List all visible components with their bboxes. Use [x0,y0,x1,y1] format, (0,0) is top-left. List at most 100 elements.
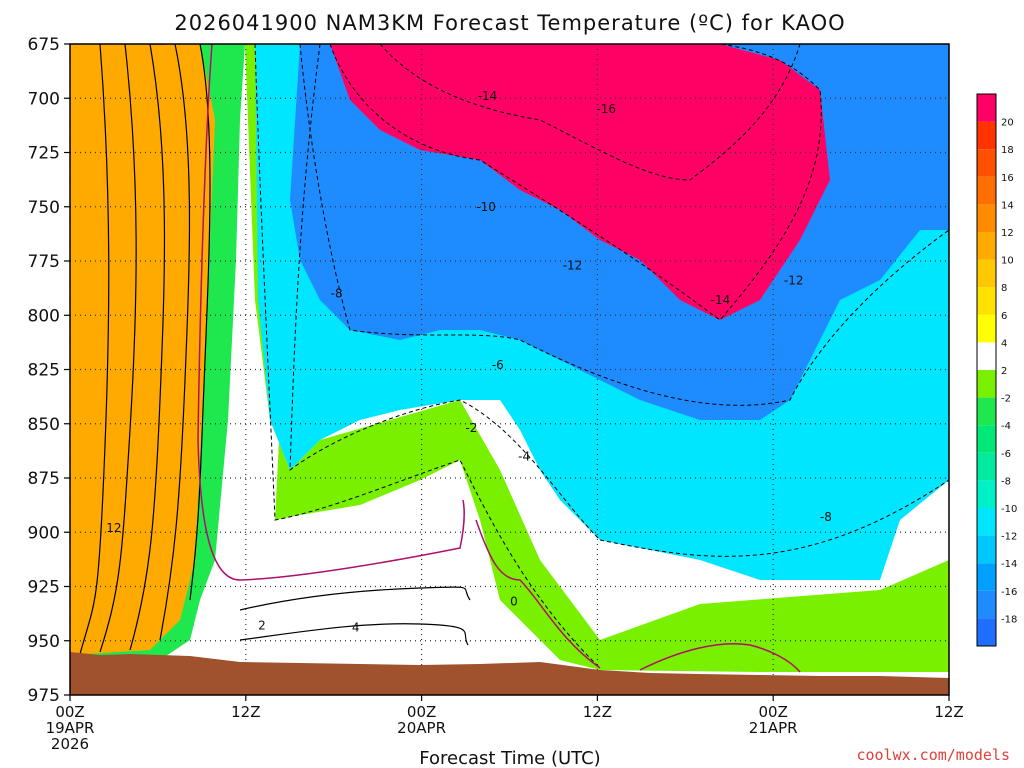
colorbar-swatch [977,397,996,426]
colorbar-label: -10 [1001,504,1017,515]
contour-label: -2 [465,421,477,435]
colorbar-label: -6 [1001,449,1011,460]
x-tick-label: 00Z [759,703,788,721]
colorbar-label: -12 [1001,532,1017,543]
contour-line-negative [379,44,801,181]
x-tick-label: 20APR [397,719,446,737]
colorbar-label: -8 [1001,476,1011,487]
contour-label: 12 [106,521,121,535]
colorbar-label: 2 [1001,366,1007,377]
contour-label: -14 [478,89,498,103]
x-tick-label: 12Z [231,703,260,721]
y-tick-label: 950 [28,632,60,652]
contour-label: -12 [563,258,583,272]
contour-line-negative [329,44,822,321]
contour-label: -12 [784,274,804,288]
contour-lines [79,44,949,673]
colorbar-swatch [977,425,996,453]
y-axis: 675 700 725 750 775 800 825 850 875 900 925 950 975 [28,35,70,706]
colorbar-swatch [977,480,996,508]
y-tick-label: 675 [28,35,60,55]
y-tick-label: 900 [28,523,60,543]
contour-line-positive [129,44,166,651]
contour-line-zero [639,642,801,673]
contour-label: -8 [331,287,343,301]
colorbar-label: -18 [1001,614,1017,625]
contour-label: -10 [476,200,496,214]
contour-label: -8 [820,510,832,524]
y-tick-label: 700 [28,89,60,109]
y-tick-label: 775 [28,252,60,272]
colorbar-swatch [977,287,996,315]
contour-line-positive [189,44,211,601]
colorbar-label: -2 [1001,394,1011,405]
colorbar-swatch [977,232,996,260]
contour-label: 2 [258,619,266,633]
colorbar-swatch [977,259,996,288]
temperature-region [245,44,949,672]
contour-line-positive [99,44,137,653]
colorbar-label: -14 [1001,559,1017,570]
x-tick-label: 00Z [55,703,84,721]
contour-line-negative [289,44,949,557]
colorbar-swatch [977,342,996,370]
colorbar-label: 8 [1001,283,1007,294]
y-tick-label: 875 [28,469,60,489]
colorbar-label: -16 [1001,587,1017,598]
contour-line-positive [239,623,469,646]
colorbar-swatch [977,370,996,398]
colorbar-swatch [977,176,996,205]
colorbar-swatch [977,314,996,343]
colorbar-swatch [977,94,996,122]
contour-line-negative [299,44,949,406]
colorbar-swatch [977,590,996,619]
x-tick-label: 12Z [934,703,963,721]
colorbar-label: 12 [1001,228,1014,239]
contour-line-zero [197,44,465,581]
contour-label: -6 [492,358,504,372]
contour-label: -16 [596,102,616,116]
contour-line-zero [475,519,601,669]
contour-label: 4 [352,621,360,635]
colorbar-swatch [977,121,996,150]
terrain-ground [70,652,949,695]
colorbar-label: 14 [1001,200,1014,211]
x-tick-label: 21APR [749,719,798,737]
credit-text: coolwx.com/models [856,746,1010,764]
colorbar-label: 18 [1001,145,1014,156]
grid-lines [70,44,949,695]
colorbar-swatch [977,618,996,646]
colorbar-legend: -18 -16 -14 -12 -10 -8 -6 -4 -2 2 4 6 8 10 12 14 16 18 20 [976,93,1017,647]
temperature-fills [70,44,949,672]
colorbar-swatch [977,204,996,232]
y-tick-label: 825 [28,361,60,381]
colorbar-label: -4 [1001,421,1011,432]
y-tick-label: 725 [28,144,60,164]
colorbar-label: 16 [1001,173,1014,184]
colorbar-swatch [977,563,996,591]
contour-label: -4 [518,449,530,463]
contour-line-positive [79,44,110,655]
contour-line-negative [254,44,601,669]
colorbar-swatch [977,508,996,536]
colorbar-label: 10 [1001,256,1014,267]
contour-label: -14 [711,293,731,307]
temperature-region [240,586,472,664]
y-tick-label: 750 [28,198,60,218]
x-tick-label: 19APR [46,719,95,737]
x-tick-label: 12Z [583,703,612,721]
contour-line-positive [159,44,191,641]
contour-line-positive [239,586,471,611]
y-tick-label: 800 [28,306,60,326]
colorbar-frame [976,93,997,647]
temperature-region [330,44,830,320]
x-tick-label: 2026 [51,735,89,753]
colorbar-swatch [977,149,996,177]
x-axis-title: Forecast Time (UTC) [419,748,600,768]
colorbar-label: 4 [1001,338,1007,349]
y-tick-label: 925 [28,578,60,598]
